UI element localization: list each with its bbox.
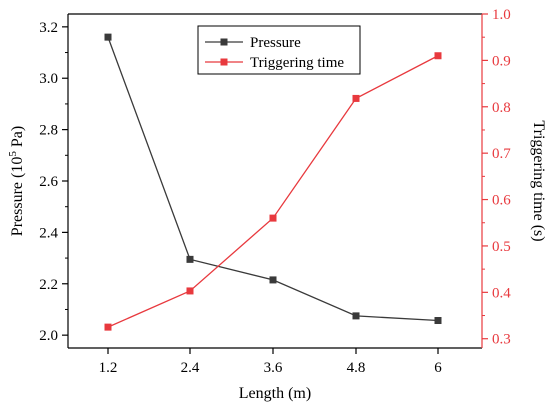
left-axis-title-main: Pressure (10 <box>9 157 26 237</box>
x-tick-label: 3.6 <box>264 360 283 376</box>
legend-box <box>197 25 361 75</box>
x-axis: 1.2 2.4 3.6 4.8 6 Length (m) <box>99 348 442 402</box>
legend-label: Triggering time <box>250 55 344 71</box>
left-tick-label: 2.0 <box>39 328 58 344</box>
right-tick-label: 0.4 <box>492 285 511 301</box>
right-axis: 0.3 0.4 0.5 0.6 0.7 0.8 0.9 1.0 Triggering time … <box>482 7 547 348</box>
legend-label: Pressure <box>250 35 301 51</box>
x-axis-title: Length (m) <box>239 385 311 402</box>
series-line-triggering-time <box>107 55 439 328</box>
left-axis-title-unit: Pa) <box>9 126 26 151</box>
right-tick-label: 0.9 <box>492 53 511 69</box>
left-axis-title: Pressure (105 Pa) <box>7 126 26 236</box>
left-tick-label: 3.0 <box>39 71 58 87</box>
right-tick-label: 0.3 <box>492 332 511 348</box>
data-point-pressure <box>269 276 277 284</box>
right-tick-label: 0.7 <box>492 146 511 162</box>
left-axis: 2.0 2.2 2.4 2.6 2.8 3.0 3.2 Pressure (105 Pa) <box>7 20 68 344</box>
x-tick-label: 2.4 <box>181 360 200 376</box>
right-tick-label: 0.6 <box>492 193 511 209</box>
legend: Pressure Triggering time <box>197 25 361 75</box>
left-tick-label: 2.4 <box>39 225 58 241</box>
data-point-pressure <box>352 312 360 320</box>
right-tick-label: 0.5 <box>492 239 511 255</box>
data-point-pressure <box>186 255 194 263</box>
left-axis-title-superscript: 5 <box>7 151 19 157</box>
x-tick-label: 4.8 <box>347 360 366 376</box>
data-point-triggering-time <box>352 94 360 102</box>
right-axis-title: Triggering time (s) <box>530 120 547 241</box>
left-tick-label: 2.2 <box>39 277 58 293</box>
right-tick-label: 0.8 <box>492 100 511 116</box>
left-tick-label: 2.6 <box>39 174 58 190</box>
right-tick-label: 1.0 <box>492 7 511 23</box>
data-point-triggering-time <box>434 52 442 60</box>
data-point-triggering-time <box>269 214 277 222</box>
left-tick-label: 2.8 <box>39 123 58 139</box>
data-point-pressure <box>434 317 442 325</box>
data-point-pressure <box>104 33 112 41</box>
data-point-triggering-time <box>104 323 112 331</box>
series-layer <box>104 33 442 331</box>
x-tick-label: 1.2 <box>99 360 118 376</box>
legend-marker <box>220 38 228 46</box>
data-point-triggering-time <box>186 287 194 295</box>
left-tick-label: 3.2 <box>39 20 58 36</box>
x-tick-label: 6 <box>434 360 442 376</box>
legend-marker <box>220 58 228 66</box>
